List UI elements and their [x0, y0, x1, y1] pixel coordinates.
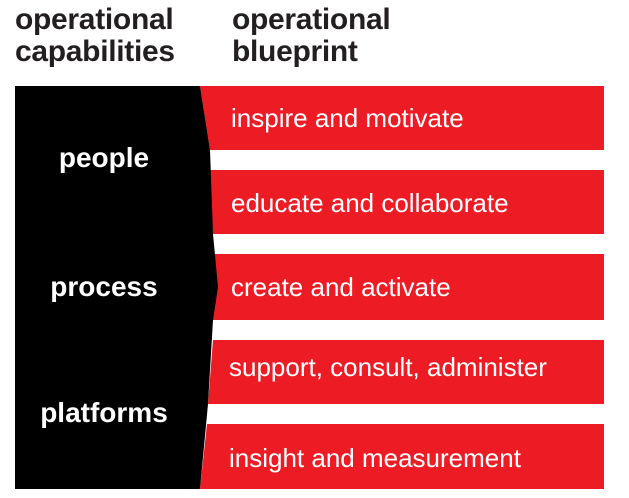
blueprint-item-create: create and activate	[231, 272, 451, 302]
capabilities-heading: operational capabilities	[15, 3, 175, 68]
capability-process: process	[50, 271, 158, 302]
blueprint-item-support: support, consult, administer	[229, 352, 547, 382]
capability-people: people	[58, 142, 150, 173]
capability-platforms: platforms	[40, 397, 168, 428]
blueprint-item-educate: educate and collaborate	[231, 188, 509, 218]
blueprint-heading: operational blueprint	[232, 3, 391, 68]
blueprint-item-inspire: inspire and motivate	[231, 103, 464, 133]
blueprint-item-insight: insight and measurement	[229, 443, 521, 473]
